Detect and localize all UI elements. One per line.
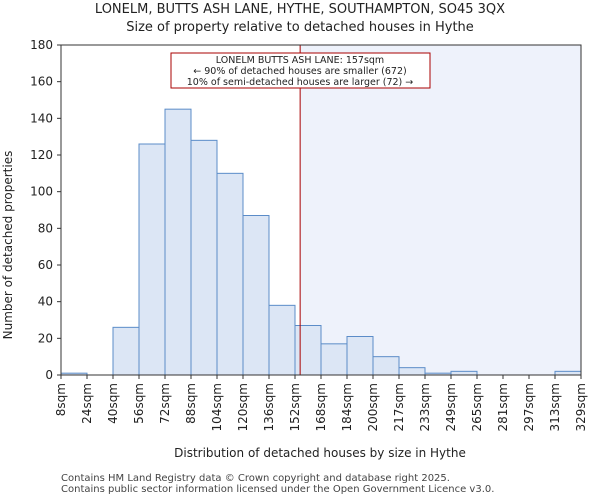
bar-88sqm bbox=[190, 139, 218, 376]
bar-72sqm bbox=[164, 108, 192, 376]
x-tick-label: 297sqm bbox=[522, 383, 536, 431]
chart-title: LONELM, BUTTS ASH LANE, HYTHE, SOUTHAMPT… bbox=[94, 2, 506, 17]
x-tick-label: 168sqm bbox=[314, 383, 328, 431]
y-tick-label: 160 bbox=[30, 75, 53, 89]
bar-200sqm bbox=[372, 356, 400, 376]
bar-249sqm bbox=[450, 370, 478, 376]
x-tick-label: 56sqm bbox=[132, 383, 146, 424]
x-tick-label: 249sqm bbox=[444, 383, 458, 431]
x-tick-label: 152sqm bbox=[288, 383, 302, 431]
y-tick-label: 100 bbox=[30, 185, 53, 199]
x-ticks: 8sqm 24sqm 40sqm 56sqm 72sqm 88sqm 104sqm 120sq… bbox=[54, 375, 588, 431]
y-tick-label: 140 bbox=[30, 111, 53, 125]
x-tick-label: 8sqm bbox=[54, 383, 68, 416]
y-tick-label: 80 bbox=[38, 221, 53, 235]
bar-40sqm bbox=[112, 326, 140, 376]
bar-120sqm bbox=[242, 215, 270, 376]
footer-line-2: Contains public sector information licen… bbox=[61, 484, 495, 495]
x-axis-label: Distribution of detached houses by size … bbox=[174, 446, 466, 460]
bar-152sqm bbox=[294, 325, 322, 376]
x-tick-label: 217sqm bbox=[392, 383, 406, 431]
x-tick-label: 200sqm bbox=[366, 383, 380, 431]
x-tick-label: 88sqm bbox=[184, 383, 198, 424]
annotation-line-3: 10% of semi-detached houses are larger (… bbox=[187, 77, 414, 88]
y-tick-label: 40 bbox=[38, 295, 53, 309]
y-axis-label: Number of detached properties bbox=[1, 151, 15, 340]
y-ticks: 0 20 40 60 80 100 120 140 160 180 bbox=[30, 38, 61, 382]
bar-104sqm bbox=[216, 172, 244, 376]
chart-subtitle: Size of property relative to detached ho… bbox=[126, 20, 474, 35]
bar-313sqm bbox=[554, 370, 582, 376]
x-tick-label: 313sqm bbox=[548, 383, 562, 431]
bar-136sqm bbox=[268, 304, 296, 376]
annotation-box: LONELM BUTTS ASH LANE: 157sqm ← 90% of d… bbox=[170, 52, 431, 89]
y-tick-label: 20 bbox=[38, 331, 53, 345]
x-tick-label: 233sqm bbox=[418, 383, 432, 431]
x-tick-label: 265sqm bbox=[470, 383, 484, 431]
y-tick-label: 0 bbox=[45, 368, 53, 382]
x-tick-label: 184sqm bbox=[340, 383, 354, 431]
y-tick-label: 60 bbox=[38, 258, 53, 272]
x-tick-label: 329sqm bbox=[574, 383, 588, 431]
bars-group bbox=[60, 108, 582, 376]
y-tick-label: 120 bbox=[30, 148, 53, 162]
x-tick-label: 120sqm bbox=[236, 383, 250, 431]
bar-184sqm bbox=[346, 336, 374, 376]
footer-line-1: Contains HM Land Registry data © Crown c… bbox=[61, 473, 450, 484]
x-tick-label: 136sqm bbox=[262, 383, 276, 431]
highlight-region bbox=[300, 45, 581, 375]
x-tick-label: 40sqm bbox=[106, 383, 120, 424]
x-tick-label: 104sqm bbox=[210, 383, 224, 431]
bar-217sqm bbox=[398, 367, 426, 376]
bar-168sqm bbox=[320, 343, 348, 376]
x-tick-label: 24sqm bbox=[80, 383, 94, 424]
x-tick-label: 281sqm bbox=[496, 383, 510, 431]
annotation-line-2: ← 90% of detached houses are smaller (67… bbox=[193, 66, 406, 77]
bar-56sqm bbox=[138, 143, 166, 376]
y-tick-label: 180 bbox=[30, 38, 53, 52]
annotation-line-1: LONELM BUTTS ASH LANE: 157sqm bbox=[216, 55, 384, 66]
x-tick-label: 72sqm bbox=[158, 383, 172, 424]
